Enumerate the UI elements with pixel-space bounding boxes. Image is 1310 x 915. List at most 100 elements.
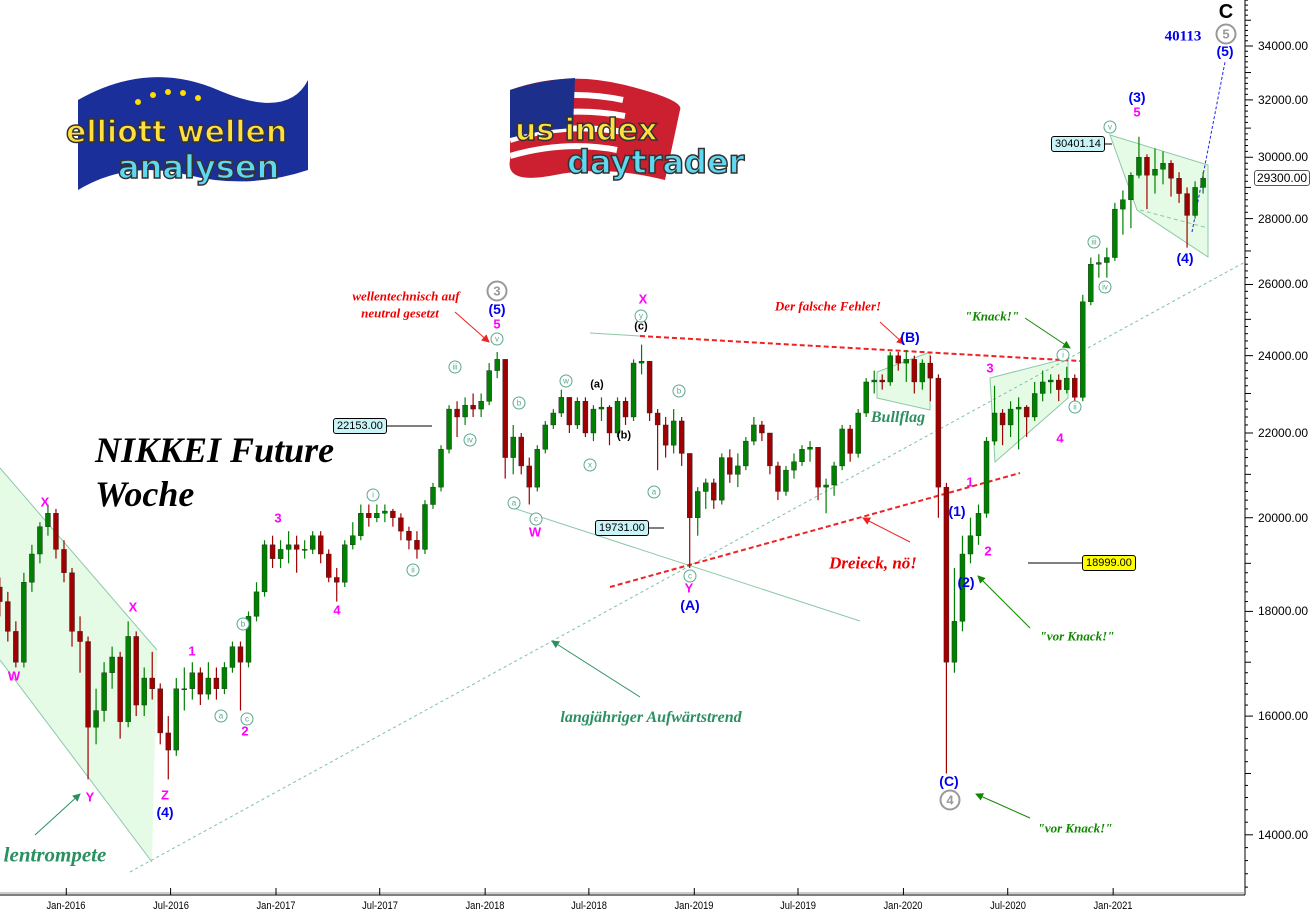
wave-label: Y [85, 789, 95, 805]
candle-body [1160, 163, 1166, 170]
candle [1160, 151, 1166, 185]
candle [518, 432, 524, 475]
candle [334, 568, 340, 602]
candle-body [1120, 199, 1126, 210]
candle [293, 535, 300, 573]
candle [45, 504, 51, 536]
svg-text:analysen: analysen [118, 148, 279, 186]
wave-label: (2) [957, 574, 975, 590]
candle [422, 500, 428, 555]
candle-body [438, 449, 444, 488]
long-term-uptrend [129, 261, 1246, 873]
candle-body [999, 412, 1006, 426]
wave-label: (5) [1216, 43, 1234, 59]
candle-body [919, 362, 926, 383]
candle [157, 683, 163, 745]
candle-body [101, 672, 107, 711]
candle-body [205, 677, 212, 695]
x-tick-label: Jul-2019 [780, 900, 816, 912]
svg-text:us index: us index [515, 113, 657, 148]
candle-body [590, 408, 597, 434]
candle-body [1047, 379, 1054, 383]
candle-body [253, 591, 260, 617]
candle [967, 517, 974, 564]
candle-body [550, 412, 557, 426]
x-ticks [65, 888, 1114, 895]
candle-body [1096, 262, 1102, 265]
candle [767, 432, 773, 475]
candle [470, 393, 476, 417]
candle-body [638, 361, 645, 364]
arrow-dreieck [862, 517, 911, 543]
candle [895, 351, 901, 371]
candle [109, 646, 115, 689]
candle [229, 641, 236, 673]
candle [309, 531, 316, 555]
candle [382, 504, 388, 523]
minor-wave-label: ii [1068, 400, 1082, 414]
candle-body [807, 447, 813, 450]
candle-body [366, 513, 372, 518]
candle [285, 531, 292, 564]
minor-wave-label: i [1056, 348, 1070, 362]
wave-label: (4) [1176, 250, 1194, 266]
candle [582, 397, 589, 438]
x-tick-label: Jul-2017 [361, 900, 398, 912]
candle-body [350, 535, 356, 546]
upper-red-dashed-line [639, 335, 1081, 362]
candle-body [1168, 163, 1174, 179]
candle-body [478, 401, 484, 410]
candle [1104, 247, 1110, 278]
candle-body [277, 549, 284, 559]
candle-body [229, 646, 236, 668]
candle-body [719, 457, 725, 501]
wave-label: 3 [986, 360, 994, 376]
x-tick-label: Jan-2019 [674, 900, 714, 912]
candle-body [863, 381, 869, 414]
candle-body [293, 544, 300, 550]
candle-body [390, 510, 396, 518]
candle [542, 420, 549, 454]
candle [678, 416, 685, 466]
candle-body [309, 535, 316, 550]
candle-body [1031, 393, 1038, 418]
candle-body [975, 513, 982, 536]
candle-body [542, 424, 549, 450]
wave-label: 4 [333, 602, 341, 618]
candle-body [823, 484, 829, 488]
us-index-daytrader-logo: us index daytrader [509, 78, 745, 182]
x-tick-label: Jul-2018 [570, 900, 607, 912]
wave-circle-label: 4 [939, 789, 961, 811]
candle-body [0, 586, 3, 602]
candle [406, 526, 412, 550]
candle [486, 363, 492, 406]
y-tick-label: 28000.00 [1258, 211, 1309, 226]
elliott-wellen-analysen-logo: elliott wellen analysen [65, 77, 308, 190]
candle [1144, 154, 1150, 210]
candle [253, 582, 260, 622]
candle-body [983, 440, 990, 514]
y-tick-label: 30000.00 [1258, 150, 1309, 165]
candle [719, 453, 725, 505]
candles-group [0, 136, 1206, 780]
candle [1136, 136, 1142, 179]
candle-body [558, 397, 565, 414]
wave-circle-label: 3 [486, 280, 508, 302]
target-price: 40113 [1164, 28, 1202, 45]
candle [301, 540, 308, 559]
wave5-projection [1191, 61, 1226, 233]
candle-body [85, 641, 91, 728]
candle-body [382, 510, 388, 514]
candle-body [414, 540, 420, 550]
candle [695, 487, 701, 536]
candle [269, 535, 276, 569]
candle [1088, 257, 1094, 306]
candle [614, 397, 621, 438]
candle-body [510, 436, 516, 458]
candle [871, 370, 877, 394]
lower-red-dashed-line [609, 472, 1021, 588]
candle [374, 504, 380, 523]
note-vor-knack-1: "vor Knack!" [1039, 628, 1115, 644]
candle [1168, 160, 1174, 197]
wave-label: W [7, 668, 21, 684]
